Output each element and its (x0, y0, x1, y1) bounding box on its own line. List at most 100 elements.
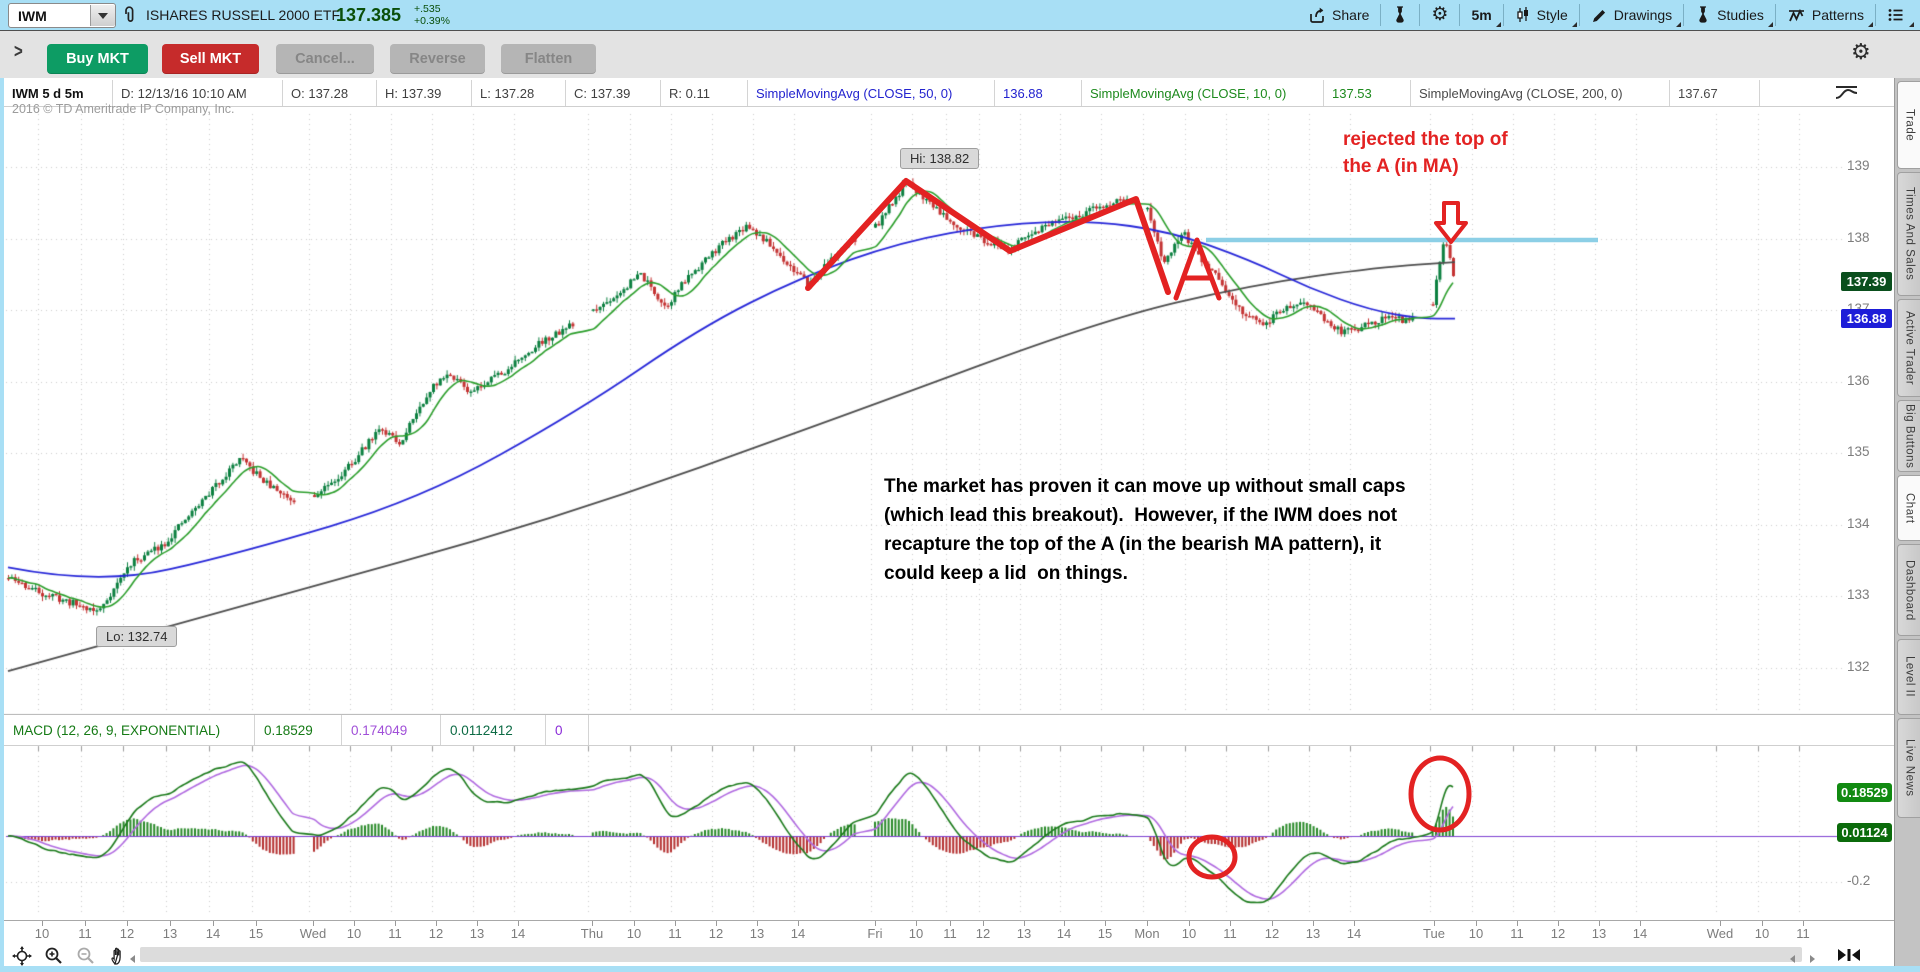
time-tick-label: 12 (1550, 926, 1566, 941)
macd-header-cell: 0 (546, 715, 589, 745)
analysis-flask-button[interactable] (1381, 0, 1419, 30)
pan-hand-icon[interactable] (108, 946, 134, 965)
instrument-name: ISHARES RUSSELL 2000 ETF (146, 7, 341, 23)
timeframe-button[interactable]: 5m (1460, 0, 1502, 30)
time-tick (42, 921, 43, 926)
time-tick-label: 12 (1264, 926, 1280, 941)
last-price: 137.385 (336, 5, 402, 25)
pencil-icon (1592, 9, 1605, 22)
style-button[interactable]: Style (1504, 0, 1579, 30)
candlestick-style-icon (1517, 7, 1528, 22)
sidebar-tab-live-news[interactable]: Live News (1897, 718, 1920, 818)
share-button[interactable]: Share (1297, 0, 1380, 30)
toolbar-divider (1459, 4, 1461, 26)
time-tick-label: 12 (428, 926, 444, 941)
toolbar-divider (1578, 4, 1580, 26)
chart-menu-button[interactable] (1876, 0, 1916, 30)
zoom-out-icon[interactable] (76, 946, 102, 964)
time-tick (983, 921, 984, 926)
gadget-sidebar: Trade Times And Sales Active Trader Big But… (1894, 78, 1920, 966)
macd-value-bubble: 0.01124 (1837, 823, 1892, 842)
time-tick-label: 11 (668, 926, 682, 941)
top-toolbar: IWM ISHARES RUSSELL 2000 ETF 137.385 +.5… (0, 0, 1920, 31)
low-price-label: Lo: 132.74 (96, 626, 178, 647)
change-value: +.535 (414, 3, 441, 15)
symbol-input[interactable]: IWM (8, 3, 116, 28)
sidebar-tab-label: Chart (1903, 492, 1916, 524)
time-tick (1476, 921, 1477, 926)
time-tick-label: 11 (943, 926, 957, 941)
time-tick-label: Wed (1706, 926, 1734, 941)
scroll-left-small-icon[interactable] (1790, 950, 1816, 968)
time-tick-label: 13 (749, 926, 765, 941)
reverse-position-button[interactable]: Reverse (390, 44, 485, 74)
symbol-dropdown-button[interactable] (90, 5, 115, 26)
sidebar-tab-trade[interactable]: Trade (1897, 81, 1920, 169)
horizontal-scrollbar[interactable] (140, 947, 1802, 962)
flatten-position-button[interactable]: Flatten (501, 44, 596, 74)
price-tick-label: 133 (1847, 587, 1870, 602)
sidebar-tab-big-buttons[interactable]: Big Buttons (1897, 400, 1920, 472)
price-bubble: 137.39 (1841, 272, 1892, 291)
time-tick-label: 12 (975, 926, 991, 941)
note-line: The market has proven it can move up wit… (884, 476, 1406, 497)
macd-study-header: MACD (12, 26, 9, EXPONENTIAL) 0.18529 0.17… (4, 714, 1894, 746)
chart-settings-gear-icon[interactable]: ⚙ (1851, 39, 1871, 64)
buy-market-button[interactable]: Buy MKT (47, 44, 148, 74)
sidebar-tab-label: Big Buttons (1903, 403, 1916, 469)
scroll-left-arrow-icon[interactable] (130, 950, 156, 968)
sidebar-tab-times-and-sales[interactable]: Times And Sales (1897, 172, 1920, 296)
symbol-value: IWM (18, 7, 47, 24)
cancel-order-button[interactable]: Cancel... (276, 44, 374, 74)
window-left-border (0, 78, 4, 972)
link-paperclip-icon[interactable] (122, 6, 137, 30)
time-tick (1434, 921, 1435, 926)
chart-bottom-bar (4, 944, 1894, 966)
sidebar-tab-level-ii[interactable]: Level II (1897, 639, 1920, 715)
time-tick-label: 11 (1796, 926, 1810, 941)
crosshair-move-icon[interactable] (12, 946, 38, 966)
toolbar-divider (1683, 4, 1685, 26)
time-tick (1313, 921, 1314, 926)
settings-gear-button[interactable]: ⚙ (1420, 0, 1459, 30)
time-tick (395, 921, 396, 926)
change-percent: +0.39% (414, 15, 450, 27)
macd-header-cell: MACD (12, 26, 9, EXPONENTIAL) (4, 715, 255, 745)
time-tick-label: 10 (34, 926, 50, 941)
time-tick (1599, 921, 1600, 926)
sidebar-tab-dashboard[interactable]: Dashboard (1897, 544, 1920, 636)
expand-chevron-icon[interactable]: > (14, 40, 23, 63)
sidebar-tab-chart[interactable]: Chart (1897, 475, 1920, 541)
time-tick (875, 921, 876, 926)
time-tick-label: 11 (388, 926, 402, 941)
time-tick (170, 921, 171, 926)
dropdown-corner-icon (1676, 22, 1682, 27)
time-tick-label: 14 (790, 926, 806, 941)
note-line: (which lead this breakout). However, if … (884, 505, 1398, 526)
studies-button: Studies (1684, 0, 1775, 30)
window-bottom-border (0, 966, 1920, 972)
time-tick-label: 13 (1016, 926, 1032, 941)
copyright-watermark: 2016 © TD Ameritrade IP Company, Inc. (12, 102, 235, 116)
time-axis: 10 11 12 13 14 15 Wed 10 11 12 13 14 Thu 10 11 12 13 14 Fr… (4, 920, 1894, 945)
sidebar-tab-label: Live News (1903, 739, 1916, 797)
drawings-button[interactable]: Drawings (1580, 0, 1683, 30)
zoom-in-icon[interactable] (44, 946, 70, 964)
sell-market-button[interactable]: Sell MKT (162, 44, 259, 74)
note-line: could keep a lid on things. (884, 563, 1128, 584)
list-menu-icon (1888, 9, 1903, 21)
scroll-right-small-icon[interactable] (1810, 950, 1836, 968)
time-tick-label: 14 (1632, 926, 1648, 941)
sidebar-tab-active-trader[interactable]: Active Trader (1897, 299, 1920, 397)
patterns-button[interactable]: Patterns (1776, 0, 1875, 30)
price-change: +.535 +0.39% (414, 3, 450, 27)
order-entry-bar: > Buy MKT Sell MKT Cancel... Reverse Fla… (0, 31, 1920, 78)
time-tick-label: Fri (867, 926, 883, 941)
time-tick (436, 921, 437, 926)
sidebar-tab-label: Dashboard (1903, 559, 1916, 621)
time-tick-label: 14 (205, 926, 221, 941)
drawings-label: Drawings (1613, 7, 1673, 23)
flask-icon (1699, 6, 1707, 23)
expansion-toggle-icon[interactable] (1836, 946, 1862, 964)
time-tick (757, 921, 758, 926)
